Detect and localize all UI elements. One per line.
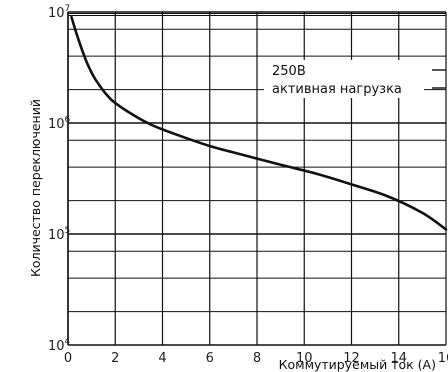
x-tick-label: 0 [64, 351, 72, 366]
x-tick-label: 8 [253, 351, 261, 366]
y-axis-title: Количество переключений [28, 99, 43, 277]
y-tick-label: 105 [48, 226, 70, 243]
annotation-load-type: активная нагрузка [272, 82, 402, 97]
x-tick-label: 10 [296, 351, 313, 366]
x-tick-label: 6 [206, 351, 214, 366]
annotation-voltage: 250В [272, 64, 306, 79]
x-tick-label: 16 [438, 351, 448, 366]
tick-label-layer: 0 2 4 6 8 10 12 14 16 104 105 106 107 [48, 4, 448, 366]
x-axis-title: Коммутируемый ток (А) [279, 357, 436, 372]
y-tick-label: 104 [48, 337, 71, 354]
annotation-background [264, 60, 424, 98]
x-tick-label: 14 [390, 351, 407, 366]
x-tick-label: 2 [111, 351, 119, 366]
life-curve [70, 15, 448, 231]
y-tick-label: 107 [48, 4, 70, 21]
x-tick-label: 12 [343, 351, 360, 366]
x-tick-label: 4 [158, 351, 166, 366]
curve-layer [70, 15, 448, 231]
y-tick-label: 106 [48, 115, 71, 132]
